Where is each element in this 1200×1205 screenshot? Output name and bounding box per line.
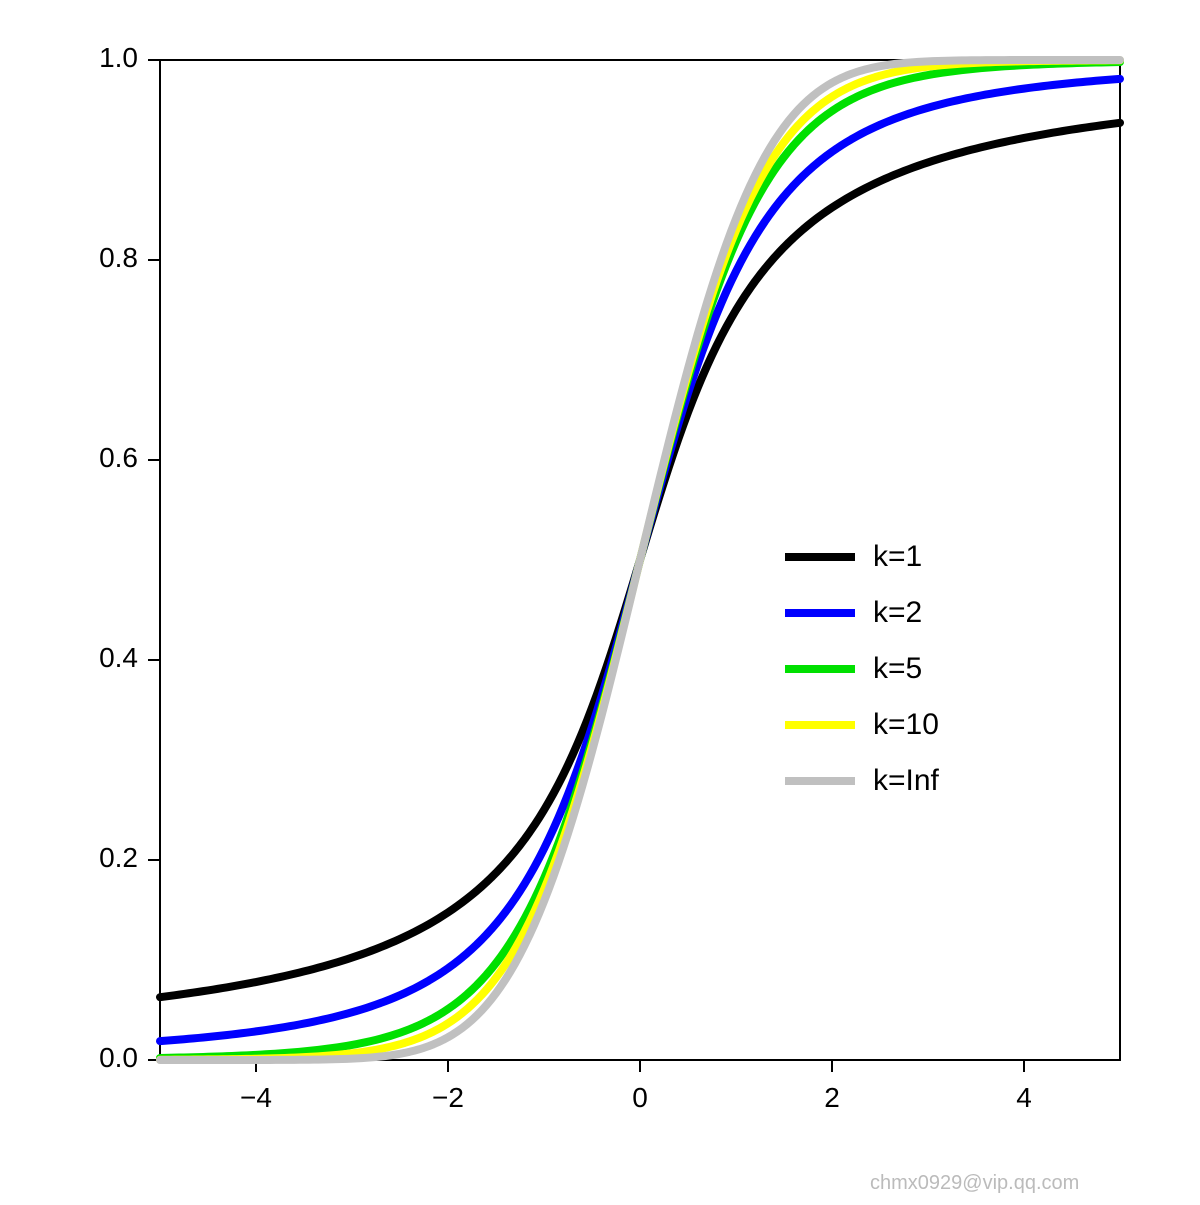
legend-swatch <box>785 665 855 673</box>
legend-swatch <box>785 777 855 785</box>
legend-label: k=1 <box>873 540 922 574</box>
x-tick-label: 2 <box>802 1082 862 1114</box>
x-tick-label: −2 <box>418 1082 478 1114</box>
legend-item: k=5 <box>785 652 939 686</box>
chart-series <box>160 60 1120 1060</box>
x-axis-ticks <box>256 1060 1024 1072</box>
legend-label: k=10 <box>873 708 939 742</box>
x-tick-label: 0 <box>610 1082 670 1114</box>
chart-legend: k=1 k=2 k=5 k=10 k=Inf <box>785 540 939 820</box>
y-tick-label: 0.0 <box>78 1042 138 1074</box>
y-tick-label: 1.0 <box>78 42 138 74</box>
legend-item: k=1 <box>785 540 939 574</box>
y-tick-label: 0.8 <box>78 242 138 274</box>
line-chart <box>0 0 1200 1200</box>
legend-item: k=10 <box>785 708 939 742</box>
watermark-text: chmx0929@vip.qq.com <box>870 1172 1079 1195</box>
y-tick-label: 0.6 <box>78 442 138 474</box>
legend-label: k=2 <box>873 596 922 630</box>
y-tick-label: 0.2 <box>78 842 138 874</box>
legend-item: k=Inf <box>785 764 939 798</box>
legend-swatch <box>785 609 855 617</box>
x-tick-label: 4 <box>994 1082 1054 1114</box>
y-tick-label: 0.4 <box>78 642 138 674</box>
legend-item: k=2 <box>785 596 939 630</box>
legend-swatch <box>785 553 855 561</box>
x-tick-label: −4 <box>226 1082 286 1114</box>
chart-container: −4 −2 0 2 4 0.0 0.2 0.4 0.6 0.8 1.0 k=1 k=2 k=5 k=10… <box>0 0 1200 1200</box>
y-axis-ticks <box>148 60 160 1060</box>
legend-label: k=Inf <box>873 764 939 798</box>
legend-label: k=5 <box>873 652 922 686</box>
legend-swatch <box>785 721 855 729</box>
series-k=Inf <box>160 60 1120 1060</box>
